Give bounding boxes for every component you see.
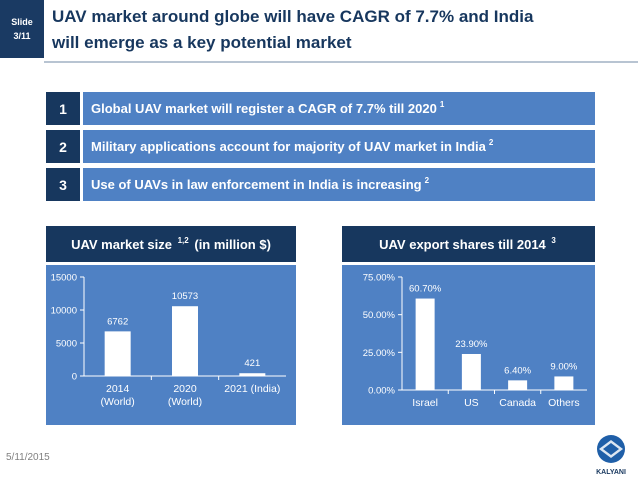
key-point-text-wrap: Global UAV market will register a CAGR o… [83, 92, 595, 125]
bar-0 [104, 331, 131, 376]
kalyani-logo: KALYANI [586, 432, 636, 478]
bar-1 [172, 306, 198, 376]
market-size-chart: 05000100001500067622014(World)105732020(… [51, 273, 286, 408]
panel-title-ref: 3 [551, 235, 556, 245]
data-label: 421 [244, 358, 260, 369]
footer-date: 5/11/2015 [6, 452, 50, 463]
y-tick-label: 0.00% [368, 386, 395, 397]
key-point-number: 3 [46, 168, 80, 201]
export-shares-panel-title: UAV export shares till 2014 3 [342, 226, 595, 262]
y-tick-label: 5000 [56, 339, 77, 350]
x-tick-label: 2014 [106, 383, 130, 395]
bar-1 [461, 353, 481, 390]
title-line-1: UAV market around globe will have CAGR o… [52, 7, 534, 26]
slide-number-badge: Slide 3/11 [0, 0, 44, 58]
panel-title-text: UAV export shares till 2014 [379, 236, 546, 252]
data-label: 6.40% [504, 365, 531, 376]
key-point-1: 1 Global UAV market will register a CAGR… [46, 92, 595, 125]
data-label: 6762 [107, 316, 128, 327]
key-point-ref: 2 [488, 138, 494, 147]
x-tick-label: (World) [168, 396, 202, 408]
logo-text: KALYANI [596, 469, 626, 476]
y-tick-label: 10000 [51, 306, 77, 317]
export-shares-chart: 0.00% 25.00% 50.00% 75.00% 60.70% Israel 23.90… [363, 273, 587, 409]
y-tick-label: 25.00% [363, 348, 396, 359]
key-point-text-wrap: Military applications account for majori… [83, 130, 595, 163]
y-tick-label: 0 [72, 372, 77, 383]
market-size-chart-panel: 0 5000 10000 15000 6762 2014 (World) 10573 2020(… [46, 265, 296, 425]
x-tick-label: 2021 (India) [224, 383, 280, 395]
panel-title-text: UAV market size [71, 236, 172, 252]
bar-2 [508, 380, 528, 390]
key-point-ref: 1 [439, 100, 445, 109]
key-point-2: 2 Military applications account for majo… [46, 130, 595, 163]
export-shares-chart-panel: 0.00% 25.00% 50.00% 75.00% 60.70% Israel 23.90… [342, 265, 595, 425]
data-label: 10573 [172, 291, 198, 302]
key-point-text: Use of UAVs in law enforcement in India … [91, 177, 422, 192]
panel-title-ref: 1,2 [177, 235, 189, 245]
x-tick-label: US [464, 397, 479, 409]
slide-label: Slide [11, 17, 33, 27]
market-size-panel-title: UAV market size 1,2 (in million $) [46, 226, 296, 262]
key-point-text: Global UAV market will register a CAGR o… [91, 101, 437, 116]
x-tick-label: Others [548, 397, 580, 409]
x-tick-label: Canada [499, 397, 536, 409]
panel-title-suffix: (in million $) [194, 236, 271, 252]
y-tick-label: 50.00% [363, 310, 396, 321]
kalyani-logo-icon: KALYANI [596, 435, 626, 476]
x-tick-label: Israel [412, 397, 438, 409]
key-point-text-wrap: Use of UAVs in law enforcement in India … [83, 168, 595, 201]
key-point-number: 1 [46, 92, 80, 125]
key-point-text: Military applications account for majori… [91, 139, 486, 154]
data-label: 23.90% [455, 339, 488, 350]
slide-number: 3/11 [13, 31, 31, 41]
x-tick-label: 2020 [173, 383, 197, 395]
bar-2 [239, 373, 266, 376]
bar-3 [554, 376, 574, 390]
y-tick-label: 15000 [51, 273, 77, 284]
x-tick-label: (World) [101, 396, 135, 408]
bar-0 [415, 298, 435, 390]
key-point-3: 3 Use of UAVs in law enforcement in Indi… [46, 168, 595, 201]
title-divider [44, 61, 638, 63]
y-tick-label: 75.00% [363, 273, 396, 284]
data-label: 9.00% [550, 361, 577, 372]
title-line-2: will emerge as a key potential market [52, 33, 352, 52]
page-title: UAV market around globe will have CAGR o… [52, 4, 632, 56]
key-point-number: 2 [46, 130, 80, 163]
data-label: 60.70% [409, 284, 442, 295]
key-point-ref: 2 [424, 176, 430, 185]
